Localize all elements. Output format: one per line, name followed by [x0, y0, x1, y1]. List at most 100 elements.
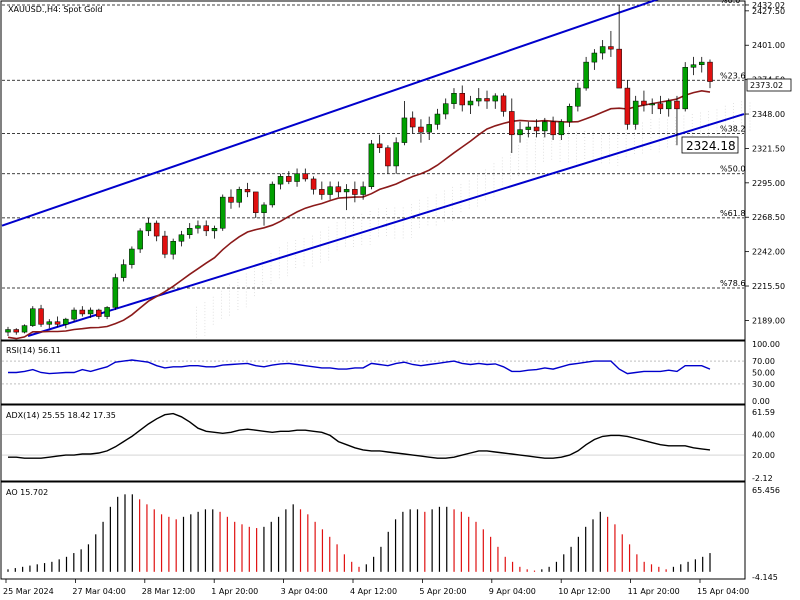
rsi-axis-label: 50.00 — [752, 369, 775, 378]
candle-body — [591, 52, 598, 63]
candle-body — [632, 100, 639, 125]
price-axis-label: 2215.50 — [752, 282, 785, 291]
candle-body — [253, 191, 259, 213]
rsi-pane-frame — [0, 340, 746, 405]
candle-body — [21, 325, 28, 333]
candle-body — [517, 129, 523, 136]
candle-body — [451, 93, 457, 104]
candle-body — [352, 189, 358, 195]
adx-axis-label: 20.00 — [752, 451, 775, 460]
candle-body — [277, 176, 284, 185]
time-axis-label: 3 Apr 04:00 — [281, 587, 328, 596]
rsi-axis-label: 0.00 — [752, 397, 770, 406]
candle-body — [178, 234, 185, 242]
candle-body — [302, 173, 309, 180]
candle-body — [599, 46, 606, 54]
rsi-axis-label: 100.00 — [752, 340, 780, 349]
candle-body — [393, 142, 399, 167]
rsi-series: 100.00 70.00 50.00 30.00 0.00 — [2, 340, 780, 406]
time-axis-label: 4 Apr 12:00 — [350, 587, 397, 596]
candle-body — [434, 113, 441, 125]
candle-body — [426, 124, 432, 133]
time-axis-label: 10 Apr 12:00 — [558, 587, 610, 596]
ao-title: AO 15.702 — [6, 488, 48, 497]
candle-body — [219, 196, 226, 229]
candle-body — [616, 48, 622, 89]
price-axis-label: 2268.50 — [752, 213, 785, 222]
fib-label: %61.8 — [720, 209, 745, 218]
candle-body — [641, 100, 647, 106]
current-price-label: 2373.02 — [750, 81, 783, 90]
fib-label: %50.0 — [720, 165, 745, 174]
candle-body — [707, 61, 713, 82]
adx-axis-label: 40.00 — [752, 430, 775, 439]
candle-body — [542, 121, 548, 132]
candle-body — [137, 230, 143, 250]
candle-body — [665, 100, 672, 110]
candle-body — [467, 100, 474, 106]
candle-body — [583, 61, 589, 89]
candle-body — [162, 235, 168, 255]
candle-body — [575, 87, 581, 107]
price-axis-label: 2427.50 — [752, 7, 785, 16]
candle-body — [13, 329, 20, 333]
low-price-box — [681, 136, 739, 154]
candle-body — [385, 147, 391, 167]
adx-title: ADX(14) 25.55 18.42 17.35 — [6, 411, 116, 420]
ma-line — [7, 89, 711, 340]
rsi-title: RSI(14) 56.11 — [6, 346, 61, 355]
candle-body — [682, 67, 688, 110]
candle-body — [129, 248, 135, 265]
candle-body — [294, 173, 300, 182]
ao-axis-label: 65.456 — [752, 486, 780, 495]
candle-body — [442, 103, 449, 115]
candle-body — [153, 222, 160, 237]
channel-upper — [1, 0, 659, 227]
ichimoku-cloud — [196, 101, 751, 340]
candle-body — [38, 308, 44, 325]
adx-line — [8, 412, 711, 459]
candle-body — [186, 228, 193, 236]
current-price-tag — [746, 78, 792, 92]
price-axis-label: 2432.02 — [752, 1, 785, 10]
time-axis-label: 27 Mar 04:00 — [72, 587, 125, 596]
candle-body — [484, 98, 490, 102]
candle-body — [624, 87, 631, 125]
candle-body — [459, 93, 465, 106]
time-axis-label: 25 Mar 2024 — [3, 587, 54, 596]
adx-axis-label: -2.12 — [752, 474, 773, 483]
candle-body — [145, 222, 152, 232]
candle-body — [690, 64, 697, 68]
ao-axis-label: -4.145 — [752, 573, 778, 582]
fib-label: %38.2 — [720, 125, 745, 134]
candle-body — [368, 143, 375, 187]
candle-body — [87, 309, 94, 315]
candle-body — [112, 277, 119, 308]
price-axis-label: 2295.00 — [752, 179, 785, 188]
price-axis-label: 2401.00 — [752, 41, 785, 50]
candle-body — [360, 186, 366, 195]
candle-body — [96, 309, 102, 317]
price-axis-label: 2242.00 — [752, 248, 785, 257]
candle-body — [476, 98, 482, 102]
candle-body — [63, 318, 69, 325]
candle-body — [343, 189, 350, 193]
price-axis-label: 2189.00 — [752, 316, 785, 325]
candle-body — [54, 321, 61, 325]
candle-body — [5, 329, 11, 333]
candle-body — [509, 111, 515, 136]
candle-body — [319, 189, 325, 195]
candle-body — [335, 186, 342, 193]
candle-body — [195, 225, 201, 229]
rsi-axis-label: 30.00 — [752, 380, 775, 389]
candle-body — [608, 46, 614, 50]
candle-body — [492, 95, 499, 102]
candle-body — [71, 309, 77, 320]
candle-body — [566, 105, 573, 123]
ao-histogram: 65.456 -4.145 — [7, 486, 780, 582]
candle-body — [657, 103, 664, 110]
adx-series: 61.59 40.00 20.00 -2.12 — [2, 408, 775, 483]
candle-body — [244, 189, 251, 193]
moving-average — [7, 89, 711, 340]
